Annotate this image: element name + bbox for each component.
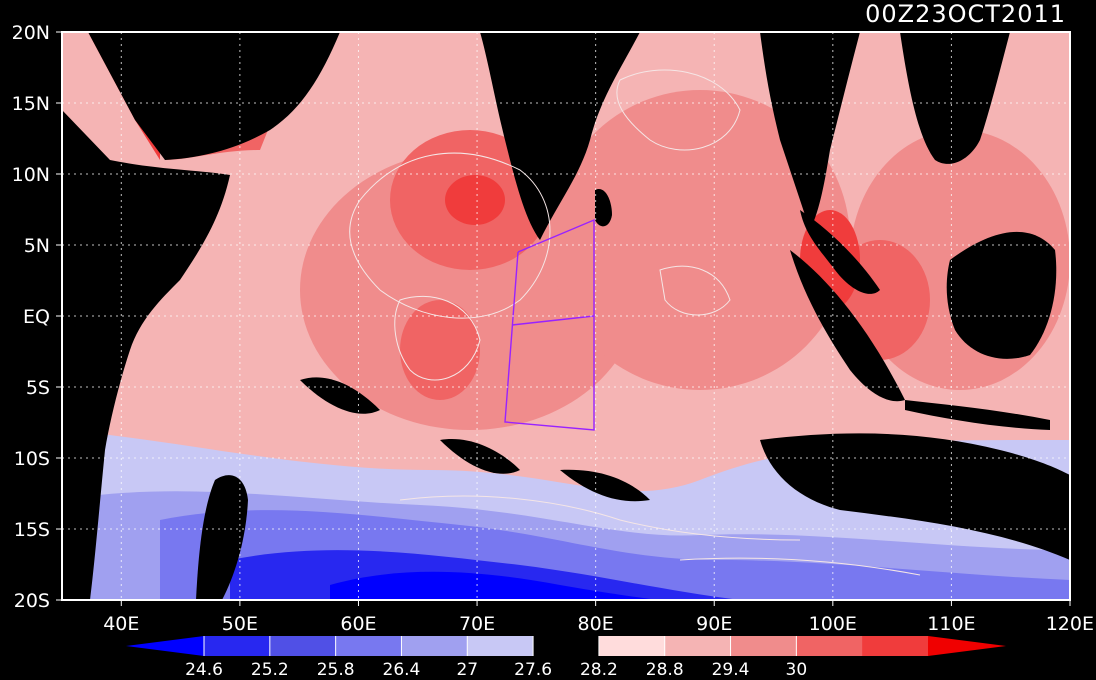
land-indochina bbox=[900, 32, 1010, 164]
colorbar-segment bbox=[730, 636, 797, 656]
lon-tick-label: 90E bbox=[696, 613, 732, 635]
lat-axis: 20N 15N 10N 5N EQ 5S 10S 15S 20S bbox=[12, 22, 62, 612]
study-box-north bbox=[504, 218, 595, 431]
land-borneo bbox=[946, 231, 1057, 359]
land bbox=[62, 32, 1070, 600]
lat-tick-label: 15S bbox=[14, 519, 50, 541]
colorbar: 24.6 25.2 25.8 26.4 27 27.6 28.2 28.8 29.4 30 bbox=[126, 636, 1006, 680]
lat-tick-label: 20S bbox=[14, 590, 50, 612]
lat-tick-label: 20N bbox=[12, 22, 50, 44]
cool-core bbox=[330, 571, 660, 600]
lon-axis: 40E 50E 60E 70E 80E 90E 100E 110E 120E bbox=[103, 600, 1094, 635]
lat-tick-label: 5S bbox=[26, 377, 50, 399]
hot-patch-south bbox=[400, 300, 480, 400]
land-sumatra bbox=[790, 250, 905, 402]
colorbar-segment bbox=[796, 636, 863, 656]
colorbar-label: 28.8 bbox=[646, 660, 684, 680]
lat-tick-label: 10N bbox=[12, 164, 50, 186]
lon-tick-label: 80E bbox=[578, 613, 614, 635]
colorbar-segment bbox=[204, 636, 271, 656]
lat-tick-label: 10S bbox=[14, 448, 50, 470]
land-sri-lanka bbox=[595, 189, 612, 227]
study-region-box bbox=[504, 218, 595, 431]
lon-tick-label: 70E bbox=[459, 613, 495, 635]
colorbar-label: 24.6 bbox=[185, 660, 223, 680]
timestamp-label: 00Z23OCT2011 bbox=[865, 0, 1066, 28]
land-java bbox=[905, 400, 1050, 430]
colorbar-label: 27.6 bbox=[514, 660, 552, 680]
study-box-divider bbox=[511, 315, 595, 326]
colorbar-segment bbox=[598, 636, 666, 656]
colorbar-label: 26.4 bbox=[383, 660, 421, 680]
colorbar-label: 25.8 bbox=[317, 660, 355, 680]
colorbar-segment bbox=[467, 636, 534, 656]
land-scatter-2 bbox=[440, 439, 520, 474]
land-scatter-3 bbox=[560, 469, 650, 502]
colorbar-high-arrow bbox=[928, 636, 1006, 656]
colorbar-segment bbox=[533, 636, 600, 656]
colorbar-label: 30 bbox=[786, 660, 808, 680]
land-burma-thai bbox=[760, 32, 860, 230]
colorbar-segment bbox=[664, 636, 732, 656]
land-africa bbox=[62, 110, 230, 600]
warm-patch-bay bbox=[550, 90, 850, 390]
lon-tick-label: 40E bbox=[103, 613, 139, 635]
colorbar-low-arrow bbox=[126, 636, 204, 656]
lon-tick-label: 110E bbox=[927, 613, 975, 635]
colorbar-segment bbox=[269, 636, 337, 656]
grid-lines bbox=[62, 32, 1070, 600]
colorbar-segment bbox=[401, 636, 468, 656]
colorbar-label: 27 bbox=[456, 660, 478, 680]
lon-tick-label: 60E bbox=[340, 613, 376, 635]
land-india bbox=[480, 32, 640, 240]
lat-tick-label: EQ bbox=[23, 306, 50, 328]
colorbar-label: 29.4 bbox=[712, 660, 750, 680]
lon-tick-label: 50E bbox=[222, 613, 258, 635]
land-madagascar bbox=[196, 475, 248, 600]
lat-tick-label: 15N bbox=[12, 93, 50, 115]
lat-tick-label: 5N bbox=[24, 235, 50, 257]
map-panel bbox=[62, 32, 1070, 600]
lon-tick-label: 100E bbox=[809, 613, 857, 635]
lon-tick-label: 120E bbox=[1046, 613, 1094, 635]
land-arabia bbox=[62, 32, 340, 160]
land-malaysia bbox=[800, 210, 880, 294]
colorbar-label: 28.2 bbox=[580, 660, 618, 680]
land-scatter bbox=[300, 377, 380, 414]
colorbar-segment bbox=[335, 636, 402, 656]
hot-patch-core bbox=[445, 175, 505, 225]
colorbar-label: 25.2 bbox=[251, 660, 289, 680]
colorbar-segment bbox=[862, 636, 929, 656]
isotherm-contours bbox=[349, 69, 921, 576]
land-australia bbox=[760, 433, 1070, 560]
